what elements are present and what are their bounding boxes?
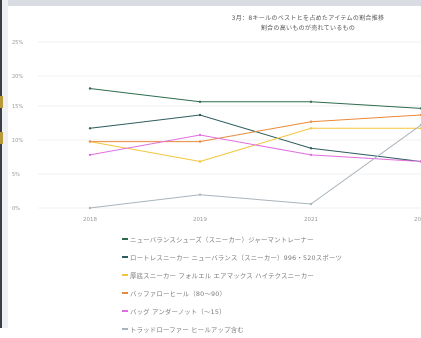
chart-title-line-1: 3月：8キールのベストヒを占めたアイテムの割合推移 [231, 15, 385, 22]
frame-marker [0, 96, 3, 108]
data-point-5 [309, 202, 313, 206]
data-point-3 [198, 140, 202, 143]
y-tick-label: 15% [12, 104, 23, 110]
data-point-5 [88, 206, 92, 210]
legend-item: 厚底スニーカー フォルエル エアマックス ハイテクスニーカー [122, 266, 421, 284]
frame-marker [0, 132, 3, 144]
chart-title: 3月：8キールのベストヒを占めたアイテムの割合推移 割合の高いものが売れているも… [218, 14, 398, 34]
data-point-0 [309, 100, 313, 104]
data-point-0 [198, 100, 202, 104]
data-point-4 [198, 133, 202, 137]
y-tick-label: 10% [12, 138, 23, 144]
series-line-4 [89, 134, 421, 162]
legend-item: バッグ アンダーノット（〜15） [122, 302, 421, 320]
data-point-2 [309, 127, 313, 130]
data-point-2 [198, 160, 202, 163]
data-point-3 [88, 140, 92, 143]
data-point-1 [198, 113, 202, 117]
legend-swatch [122, 310, 128, 312]
y-tick-label: 5% [12, 172, 20, 178]
window-frame-top [0, 0, 421, 6]
legend-label: トラッドローファー ヒールアップ含む [130, 325, 244, 334]
x-tick-label: 2018 [83, 217, 97, 223]
y-tick-label: 20% [12, 74, 23, 80]
chart-title-line-2: 割合の高いものが売れているもの [260, 25, 356, 32]
data-point-3 [309, 120, 313, 123]
x-tick-label: 2019 [193, 217, 207, 223]
x-tick-label: 2021 [304, 217, 318, 223]
legend-label: 厚底スニーカー フォルエル エアマックス ハイテクスニーカー [130, 271, 314, 280]
legend-item: ニューバランスシューズ（スニーカー）ジャーマントレーナー [122, 230, 421, 248]
y-tick-label: 0% [12, 206, 20, 212]
legend-swatch [122, 328, 128, 330]
legend-item: ロートレスニーカー ニューバランス（スニーカー）996・520スポーツ [122, 248, 421, 266]
y-tick-label: 25% [12, 40, 23, 46]
legend-label: ロートレスニーカー ニューバランス（スニーカー）996・520スポーツ [130, 253, 343, 262]
x-tick-label: 2022 [414, 217, 421, 223]
chart-legend: ニューバランスシューズ（スニーカー）ジャーマントレーナーロートレスニーカー ニュ… [122, 230, 421, 338]
window-frame-left [0, 0, 8, 328]
data-point-0 [88, 87, 92, 90]
legend-swatch [122, 274, 128, 276]
frame-strip [0, 0, 2, 328]
chart-container: 3月：8キールのベストヒを占めたアイテムの割合推移 割合の高いものが売れているも… [8, 6, 421, 334]
legend-item: トラッドローファー ヒールアップ含む [122, 320, 421, 338]
legend-label: バッファローヒール（80〜90） [130, 289, 227, 298]
series-line-0 [89, 88, 421, 109]
data-point-1 [88, 127, 92, 130]
legend-swatch [122, 292, 128, 294]
data-point-1 [309, 147, 313, 150]
data-point-4 [309, 153, 313, 157]
legend-swatch [122, 238, 128, 240]
line-chart-plot: 25% 20% 15% 10% 5% 0% 2018 2019 2021 2022 [12, 40, 421, 223]
legend-swatch [122, 256, 128, 258]
data-point-5 [198, 193, 202, 196]
legend-label: ニューバランスシューズ（スニーカー）ジャーマントレーナー [130, 235, 314, 244]
series-line-5 [89, 124, 421, 209]
legend-item: バッファローヒール（80〜90） [122, 284, 421, 302]
series-line-3 [90, 114, 421, 143]
series-line-1 [89, 114, 421, 162]
legend-label: バッグ アンダーノット（〜15） [130, 307, 226, 316]
data-point-4 [88, 153, 92, 157]
